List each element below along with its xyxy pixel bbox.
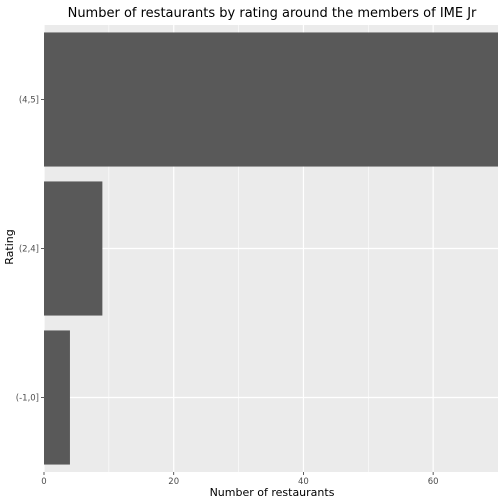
bar-(-1,0] <box>44 330 70 464</box>
x-tick-label: 60 <box>428 477 439 487</box>
x-axis-title: Number of restaurants <box>210 486 335 499</box>
y-axis-title: Rating <box>3 229 16 264</box>
bar-(2,4] <box>44 181 102 315</box>
bar-(4,5] <box>44 32 498 166</box>
y-tick-label: (-1,0] <box>16 394 39 404</box>
chart-title: Number of restaurants by rating around t… <box>68 6 477 21</box>
x-tick-label: 20 <box>168 477 179 487</box>
y-tick-label: (2,4] <box>19 245 39 255</box>
x-tick-label: 0 <box>41 477 46 487</box>
y-tick-label: (4,5] <box>19 96 39 106</box>
